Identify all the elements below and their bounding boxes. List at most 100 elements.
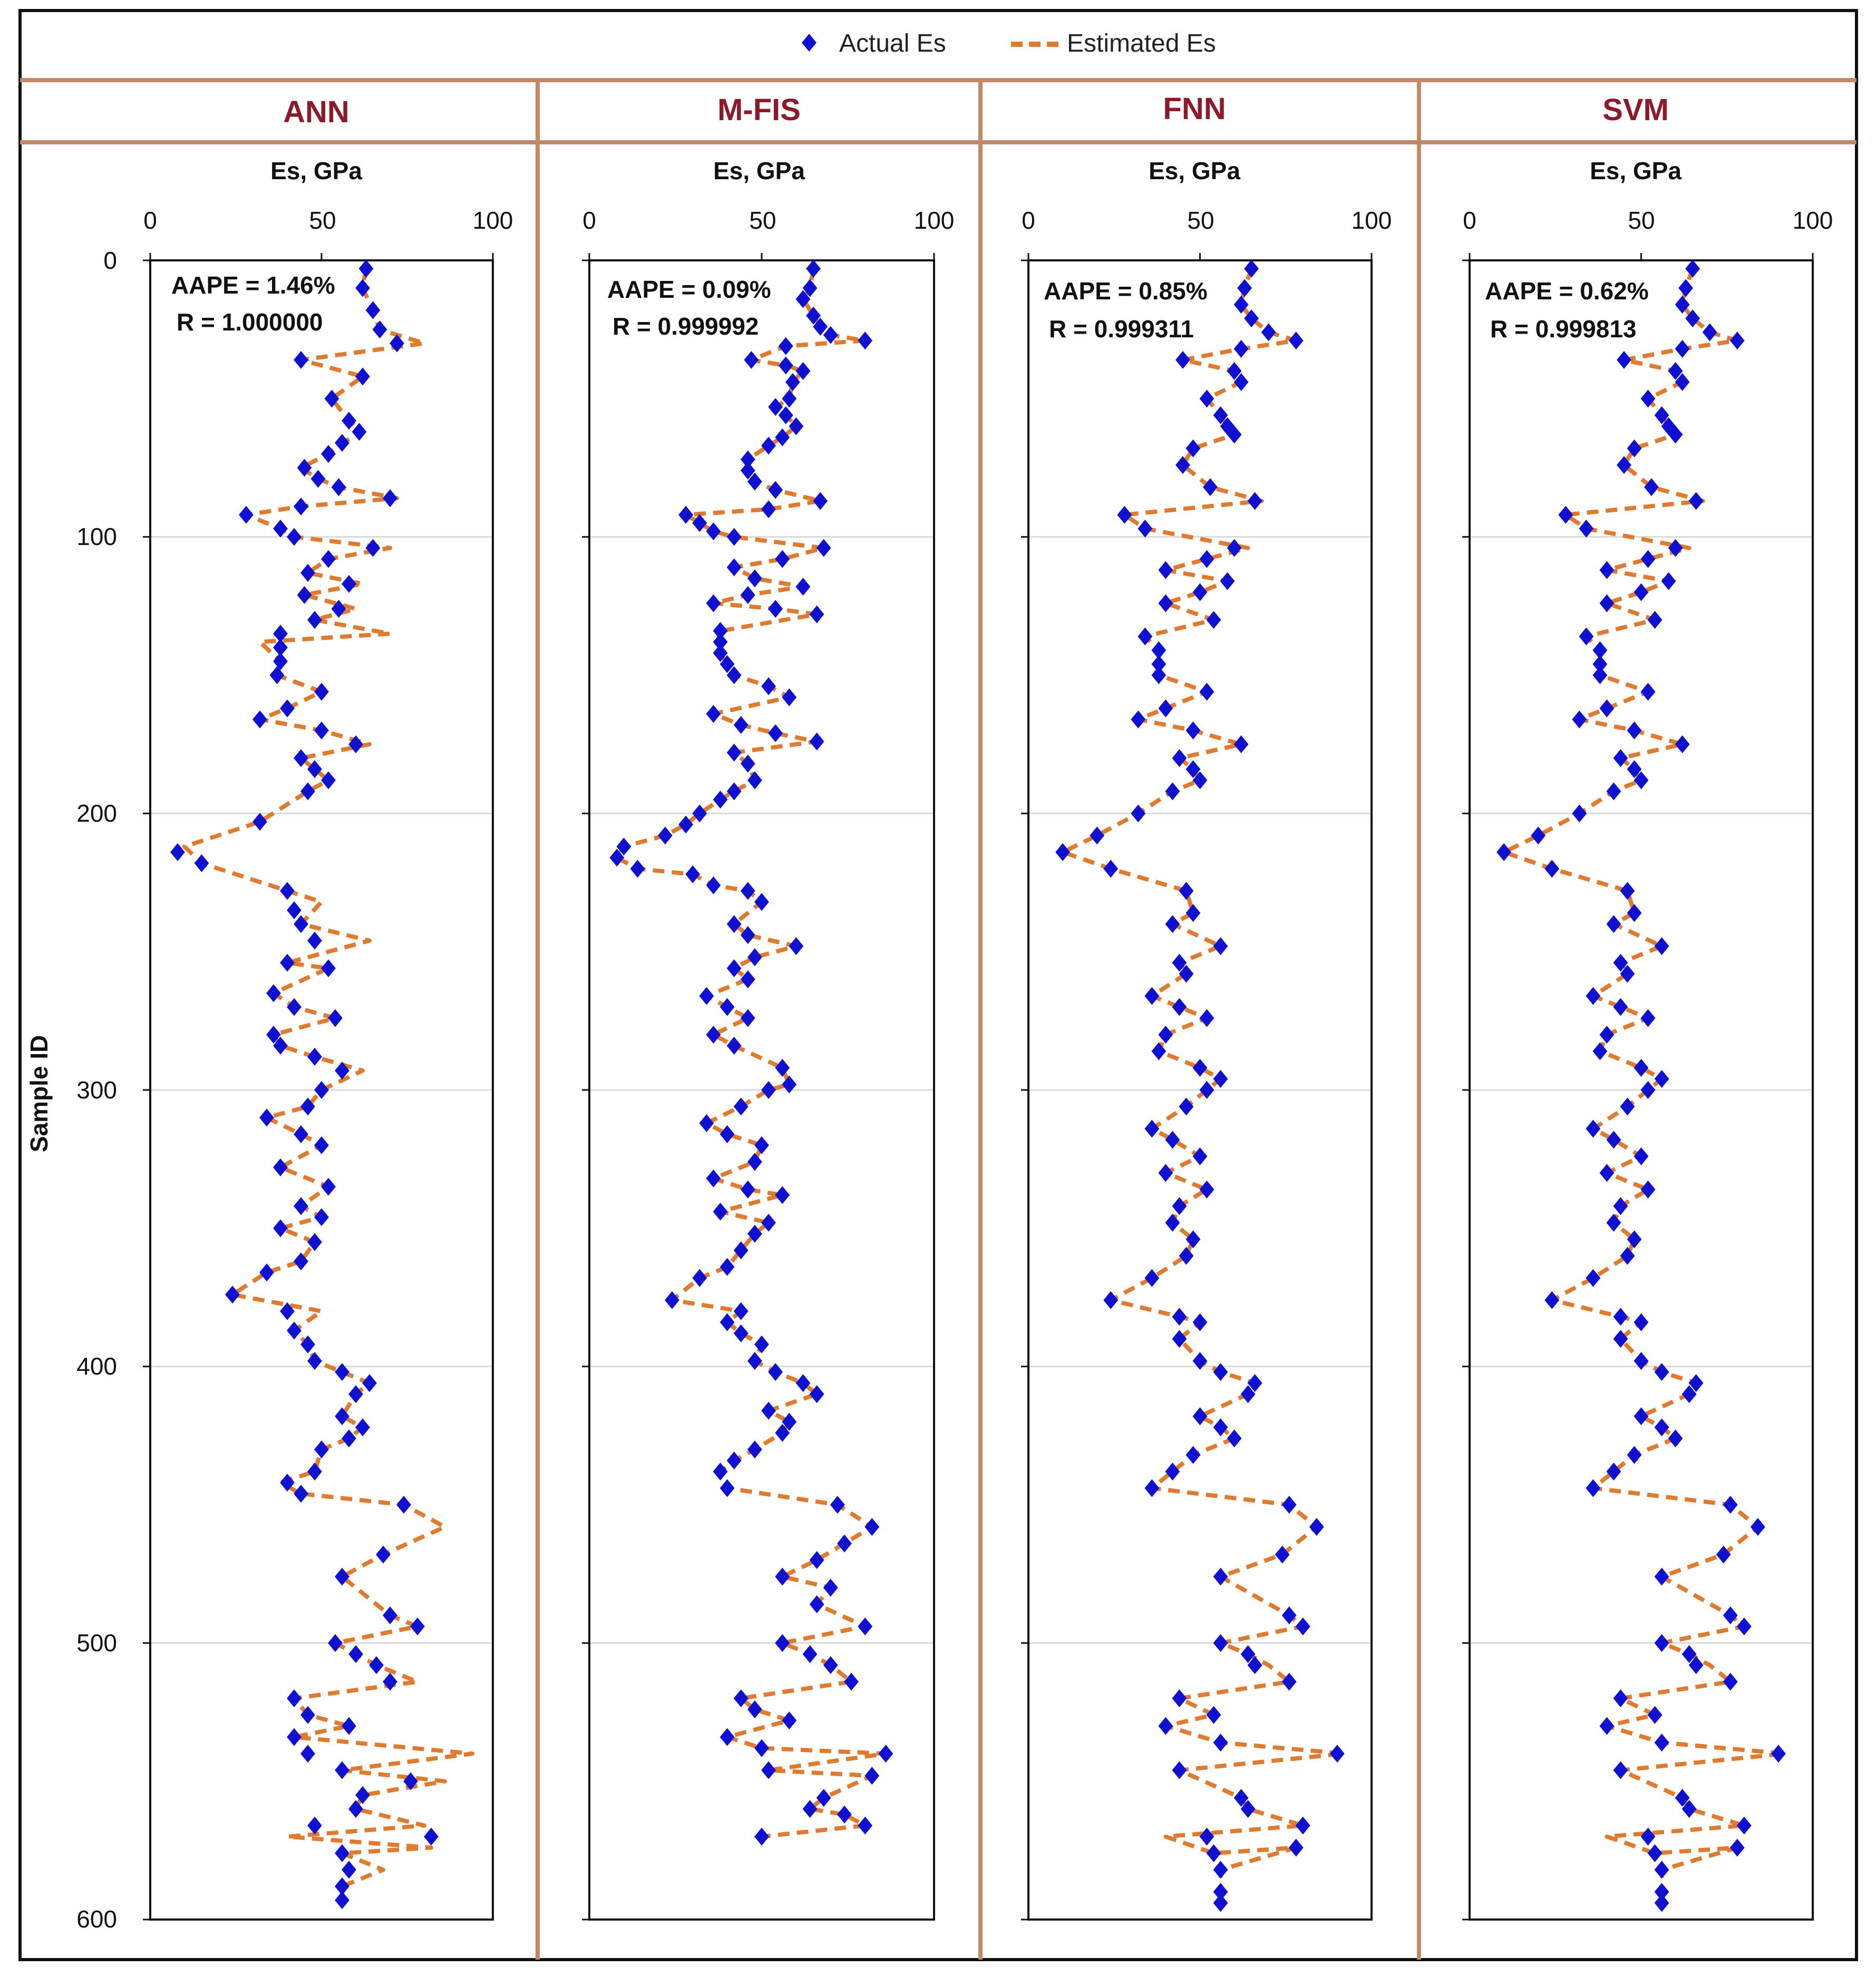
actual-es-point-fnn-21 [1199, 550, 1214, 568]
actual-es-point-svm-44 [1620, 882, 1635, 900]
actual-es-point-ann-7 [324, 389, 339, 408]
actual-es-point-fnn-29 [1151, 655, 1167, 674]
x-tick-fnn-100: 100 [1352, 207, 1392, 234]
x-tick-ann-100: 100 [473, 207, 513, 234]
actual-es-point-fnn-28 [1151, 641, 1167, 659]
actual-es-point-svm-32 [1599, 699, 1615, 717]
actual-es-point-fnn-59 [1144, 1119, 1160, 1138]
actual-es-point-svm-58 [1620, 1097, 1635, 1116]
actual-es-point-fnn-103 [1206, 1844, 1221, 1863]
actual-es-point-fnn-37 [1185, 760, 1201, 778]
actual-es-point-mfis-80 [754, 1136, 769, 1154]
actual-es-point-fnn-56 [1213, 1070, 1228, 1088]
actual-es-point-ann-13 [310, 470, 326, 488]
actual-es-point-mfis-4 [813, 317, 828, 336]
actual-es-point-fnn-41 [1090, 826, 1105, 845]
y-tick-500: 500 [76, 1629, 117, 1657]
actual-es-point-svm-1 [1678, 279, 1694, 297]
actual-es-point-svm-83 [1723, 1496, 1738, 1514]
actual-es-point-mfis-119 [733, 1689, 749, 1708]
actual-es-point-fnn-51 [1172, 998, 1187, 1016]
actual-es-point-fnn-10 [1199, 389, 1214, 408]
actual-es-point-ann-68 [259, 1263, 274, 1282]
plot-frame-ann [149, 259, 494, 1921]
actual-es-point-fnn-46 [1165, 915, 1180, 933]
actual-es-point-fnn-85 [1275, 1545, 1290, 1564]
actual-es-point-fnn-80 [1185, 1446, 1201, 1464]
actual-es-point-mfis-54 [678, 815, 694, 834]
x-axis-title-mfis: Es, GPa [713, 157, 805, 184]
actual-es-point-mfis-62 [754, 893, 769, 911]
actual-es-point-mfis-8 [744, 350, 759, 369]
estimated-es-line-svm [1502, 268, 1787, 1903]
actual-es-point-mfis-128 [802, 1800, 818, 1818]
actual-es-point-mfis-116 [802, 1645, 818, 1663]
actual-es-point-fnn-9 [1233, 373, 1249, 391]
panel-title-ann: ANN [283, 95, 349, 129]
x-tick-fnn-0: 0 [1022, 207, 1035, 234]
actual-es-point-svm-78 [1654, 1418, 1669, 1437]
actual-es-point-fnn-36 [1172, 749, 1187, 767]
actual-es-point-ann-48 [321, 959, 336, 978]
actual-es-point-fnn-11 [1213, 406, 1228, 424]
actual-es-point-fnn-64 [1172, 1197, 1187, 1215]
actual-es-point-fnn-66 [1185, 1230, 1201, 1249]
actual-es-point-ann-57 [300, 1097, 315, 1116]
actual-es-point-ann-12 [297, 459, 312, 477]
actual-es-point-svm-7 [1617, 350, 1631, 369]
actual-es-point-mfis-20 [747, 472, 762, 491]
actual-es-point-ann-55 [335, 1061, 349, 1080]
actual-es-point-mfis-112 [823, 1579, 838, 1597]
actual-es-point-fnn-60 [1165, 1131, 1180, 1149]
actual-es-point-mfis-106 [720, 1479, 735, 1497]
actual-es-point-svm-30 [1592, 666, 1608, 684]
actual-es-point-mfis-71 [740, 1009, 755, 1027]
panel-title-svm: SVM [1602, 93, 1669, 127]
actual-es-point-mfis-103 [747, 1440, 762, 1459]
actual-es-point-svm-71 [1634, 1313, 1649, 1331]
actual-es-point-ann-89 [328, 1634, 343, 1652]
actual-es-point-svm-59 [1586, 1119, 1601, 1138]
figure-frame [18, 9, 1858, 1961]
actual-es-point-svm-24 [1634, 583, 1649, 601]
actual-es-point-mfis-94 [733, 1324, 749, 1342]
actual-es-point-ann-42 [194, 854, 209, 872]
actual-es-point-fnn-81 [1165, 1463, 1180, 1481]
actual-es-point-mfis-109 [837, 1534, 852, 1553]
actual-es-point-svm-68 [1586, 1269, 1601, 1287]
actual-es-point-fnn-52 [1199, 1009, 1214, 1027]
actual-es-point-mfis-33 [740, 586, 755, 604]
actual-es-point-mfis-81 [747, 1153, 762, 1171]
actual-es-point-mfis-66 [747, 948, 762, 967]
actual-es-point-mfis-7 [778, 337, 793, 355]
actual-es-point-ann-53 [273, 1037, 288, 1055]
legend-actual-marker [802, 34, 817, 52]
actual-es-point-mfis-39 [713, 644, 728, 663]
actual-es-point-fnn-5 [1288, 332, 1304, 350]
actual-es-point-fnn-0 [1244, 259, 1259, 278]
actual-es-point-mfis-49 [740, 754, 755, 773]
actual-es-point-mfis-29 [775, 550, 790, 568]
x-tick-svm-50: 50 [1628, 207, 1655, 234]
actual-es-point-mfis-127 [816, 1789, 831, 1807]
actual-es-point-ann-38 [321, 771, 336, 790]
actual-es-point-fnn-102 [1199, 1827, 1214, 1846]
actual-es-point-fnn-57 [1199, 1081, 1214, 1099]
x-tick-svm-0: 0 [1463, 207, 1476, 234]
actual-es-point-ann-99 [403, 1772, 418, 1790]
actual-es-point-svm-48 [1613, 953, 1628, 972]
actual-es-point-ann-95 [342, 1717, 356, 1735]
actual-es-point-mfis-84 [775, 1186, 790, 1204]
actual-es-point-ann-16 [294, 497, 308, 515]
actual-es-point-mfis-34 [706, 594, 721, 612]
actual-es-point-mfis-129 [837, 1805, 852, 1824]
actual-es-point-fnn-19 [1138, 519, 1153, 538]
actual-es-point-svm-5 [1729, 332, 1745, 350]
actual-es-point-svm-16 [1644, 478, 1659, 496]
actual-es-point-svm-36 [1613, 749, 1628, 767]
actual-es-point-mfis-91 [665, 1291, 679, 1309]
actual-es-point-fnn-99 [1233, 1789, 1249, 1807]
actual-es-point-mfis-36 [809, 605, 824, 624]
actual-es-point-fnn-84 [1309, 1517, 1324, 1536]
actual-es-point-svm-39 [1606, 782, 1621, 801]
